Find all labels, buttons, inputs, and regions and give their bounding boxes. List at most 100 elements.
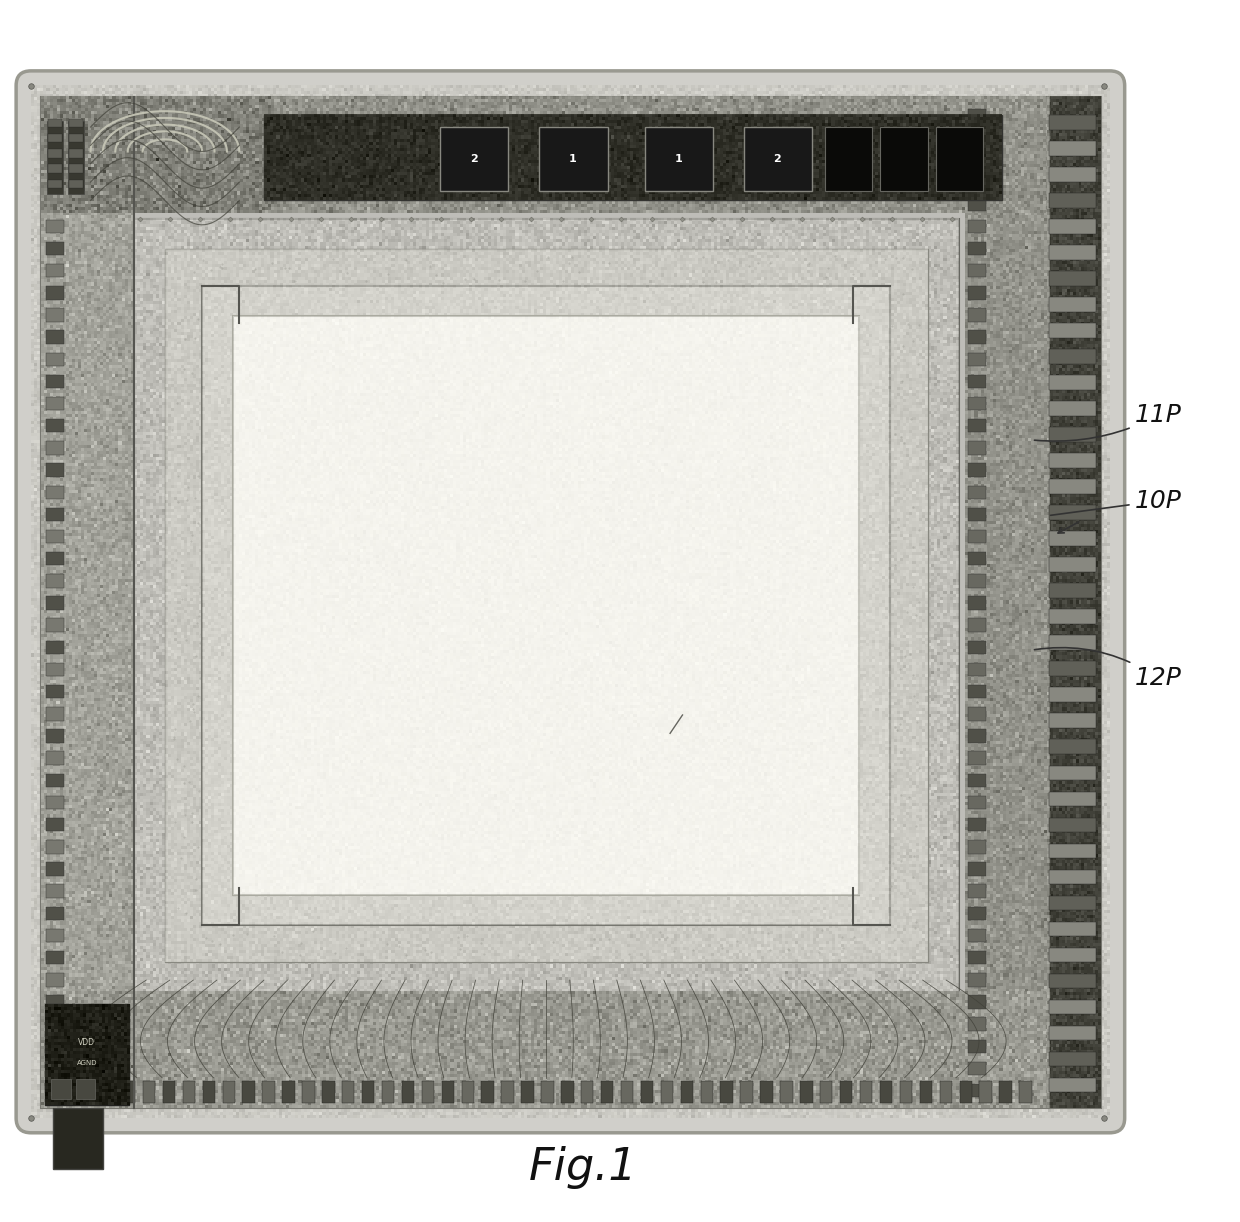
Bar [965, 97, 1049, 1108]
Bar [46, 796, 64, 809]
Bar [46, 841, 64, 853]
Bar [46, 286, 64, 299]
Bar [562, 1081, 574, 1103]
Bar [46, 596, 64, 610]
Bar [46, 1062, 64, 1075]
Bar [46, 951, 64, 964]
Bar [701, 1081, 713, 1103]
Bar [1049, 1000, 1096, 1014]
Bar [968, 419, 986, 433]
Bar [968, 264, 986, 277]
Bar [968, 574, 986, 588]
Bar [1049, 1078, 1096, 1092]
Bar [69, 180, 83, 188]
Bar [968, 662, 986, 676]
Bar [968, 640, 986, 654]
Bar [46, 198, 64, 211]
Bar [264, 115, 1002, 200]
Bar [46, 907, 64, 920]
Bar [661, 1081, 673, 1103]
Bar [48, 119, 62, 127]
Bar [46, 818, 64, 831]
Bar [968, 530, 986, 544]
Bar [46, 995, 64, 1008]
Bar [46, 1018, 64, 1031]
Bar [968, 885, 986, 898]
Bar [46, 264, 64, 277]
Bar [46, 175, 64, 188]
Bar [1049, 505, 1096, 519]
Bar [46, 552, 64, 566]
Bar [968, 818, 986, 831]
Bar [46, 485, 64, 499]
Bar [582, 1081, 594, 1103]
Bar [422, 1081, 434, 1103]
Bar [1049, 896, 1096, 910]
Bar [641, 1081, 653, 1103]
Bar [968, 131, 986, 144]
Bar [1049, 792, 1096, 807]
Bar [968, 507, 986, 521]
Bar [45, 1004, 129, 1105]
Bar [920, 1081, 932, 1103]
Bar [1049, 349, 1096, 364]
Bar [968, 397, 986, 411]
Bar [720, 1081, 733, 1103]
Bar [1049, 714, 1096, 728]
Bar [202, 286, 890, 925]
Bar [47, 121, 63, 194]
Bar [46, 220, 64, 233]
Bar [968, 198, 986, 211]
Text: VDD: VDD [78, 1037, 95, 1047]
Bar [968, 863, 986, 876]
Bar [46, 1040, 64, 1053]
Text: 1: 1 [675, 154, 682, 164]
Bar [41, 97, 270, 213]
Bar [46, 353, 64, 367]
Text: AGND: AGND [77, 1059, 97, 1066]
Bar [1049, 323, 1096, 337]
Bar [1049, 244, 1096, 259]
Bar [1049, 870, 1096, 885]
Bar [968, 308, 986, 321]
Bar [859, 1081, 872, 1103]
Bar [342, 1081, 355, 1103]
FancyBboxPatch shape [16, 71, 1125, 1133]
Bar [539, 127, 608, 191]
Bar [880, 1081, 893, 1103]
Bar [1049, 167, 1096, 182]
Bar [134, 219, 959, 992]
Bar [162, 1081, 175, 1103]
Bar [800, 1081, 812, 1103]
Bar [1049, 271, 1096, 286]
Bar [1049, 610, 1096, 624]
Text: 11P: 11P [1034, 403, 1182, 441]
Bar [541, 1081, 553, 1103]
Bar [362, 1081, 374, 1103]
Bar [46, 730, 64, 743]
Bar [46, 618, 64, 632]
Bar [182, 1081, 195, 1103]
Bar [69, 164, 83, 172]
Bar [41, 97, 1045, 213]
Bar [1049, 193, 1096, 208]
Bar [48, 164, 62, 172]
Bar [1049, 818, 1096, 832]
Bar [621, 1081, 634, 1103]
Bar [744, 127, 812, 191]
Bar [645, 127, 713, 191]
Bar [1049, 532, 1096, 546]
Bar [402, 1081, 414, 1103]
Text: 1: 1 [569, 154, 577, 164]
Bar [825, 127, 872, 191]
Bar [1049, 479, 1096, 494]
Bar [41, 992, 1045, 1108]
Bar [968, 796, 986, 809]
Bar [780, 1081, 792, 1103]
Bar [968, 686, 986, 699]
Bar [968, 375, 986, 389]
Bar [968, 995, 986, 1008]
Bar [123, 1081, 135, 1103]
Bar [143, 1081, 155, 1103]
Bar [968, 618, 986, 632]
